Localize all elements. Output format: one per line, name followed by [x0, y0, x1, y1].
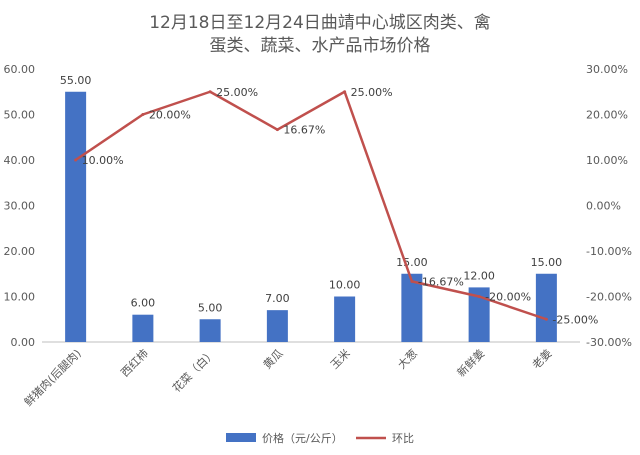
change-data-label: -20.00%	[485, 291, 531, 304]
left-axis-tick-label: 0.00	[11, 336, 36, 349]
left-axis-tick-label: 30.00	[4, 200, 36, 213]
price-bar	[199, 319, 221, 342]
change-point	[74, 158, 78, 162]
price-data-label: 15.00	[531, 256, 563, 269]
price-data-label: 55.00	[60, 74, 92, 87]
category-label: 老姜	[529, 346, 554, 371]
right-axis-tick-label: -30.00%	[586, 336, 632, 349]
legend-line-label: 环比	[392, 432, 414, 445]
chart-title-line-1: 12月18日至12月24日曲靖中心城区肉类、禽	[149, 13, 491, 33]
right-axis-tick-label: 10.00%	[586, 154, 628, 167]
change-data-label: 10.00%	[82, 154, 124, 167]
price-bar	[468, 287, 490, 342]
change-point	[208, 90, 212, 94]
category-label: 西红柿	[118, 346, 151, 379]
right-axis-tick-label: -20.00%	[586, 291, 632, 304]
change-data-label: -16.67%	[418, 275, 464, 288]
category-label: 玉米	[328, 347, 353, 372]
left-axis-tick-label: 40.00	[4, 154, 36, 167]
legend-bar-swatch	[226, 433, 256, 442]
price-data-label: 12.00	[463, 269, 495, 282]
left-axis-tick-label: 60.00	[4, 63, 36, 76]
left-axis-tick-label: 10.00	[4, 291, 36, 304]
category-label: 花菜（白）	[169, 346, 218, 395]
category-label: 鲜猪肉(后腿肉)	[21, 346, 84, 409]
change-line-segment	[477, 295, 548, 321]
category-label: 黄瓜	[260, 346, 285, 371]
legend-bar-label: 价格（元/公斤）	[262, 431, 343, 445]
change-data-label: 25.00%	[216, 86, 258, 99]
change-data-label: 25.00%	[351, 86, 393, 99]
chart-title-line-2: 蛋类、蔬菜、水产品市场价格	[209, 36, 431, 56]
change-line-segment	[74, 113, 145, 162]
change-data-label: 20.00%	[149, 109, 191, 122]
right-axis-tick-label: 0.00%	[586, 200, 621, 213]
price-data-label: 7.00	[265, 292, 290, 305]
change-line-segment	[410, 280, 481, 298]
change-point	[544, 317, 548, 321]
change-line-segment	[276, 90, 346, 131]
price-bar	[65, 91, 87, 342]
category-label: 大葱	[395, 346, 420, 371]
change-line-segment	[208, 90, 279, 131]
change-point	[275, 128, 279, 132]
price-data-label: 10.00	[329, 279, 361, 292]
price-data-label: 15.00	[396, 256, 428, 269]
change-line-segment	[343, 90, 414, 283]
change-line-segment	[141, 90, 212, 116]
left-axis-tick-label: 20.00	[4, 245, 36, 258]
category-label: 新鲜姜	[454, 346, 487, 379]
right-axis-tick-label: -10.00%	[586, 245, 632, 258]
price-bar	[266, 310, 288, 342]
price-bar	[401, 273, 423, 342]
right-axis-tick-label: 20.00%	[586, 109, 628, 122]
change-data-label: -25.00%	[552, 313, 598, 326]
left-axis-tick-label: 50.00	[4, 109, 36, 122]
price-data-label: 6.00	[131, 297, 156, 310]
change-point	[410, 279, 414, 283]
price-bar	[535, 273, 557, 342]
change-point	[477, 295, 481, 298]
change-point	[343, 90, 347, 94]
right-axis-tick-label: 30.00%	[586, 63, 628, 76]
price-data-label: 5.00	[198, 301, 223, 314]
change-data-label: 16.67%	[283, 124, 325, 137]
price-bar	[132, 314, 154, 342]
change-point	[141, 113, 145, 116]
price-bar	[334, 296, 356, 342]
